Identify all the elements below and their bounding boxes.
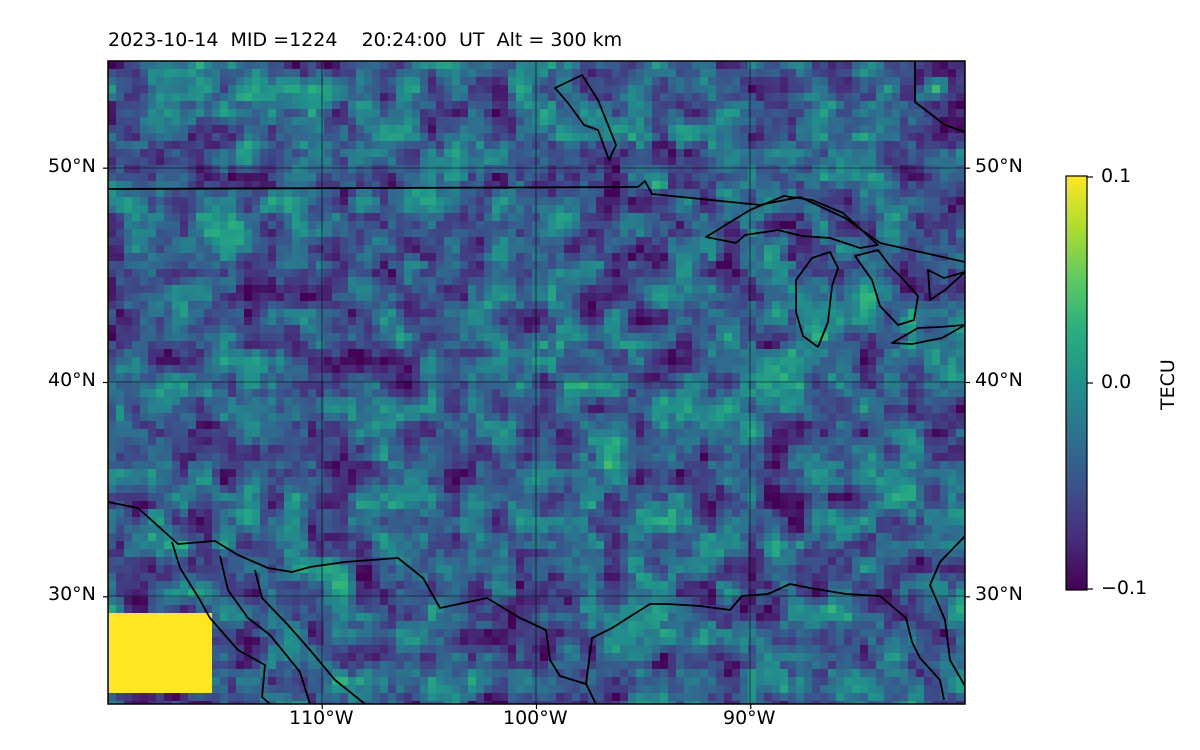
lat-label-40-right: 40°N <box>975 369 1023 391</box>
florida-atlantic <box>929 535 965 687</box>
lake-winnipeg <box>554 74 617 161</box>
lake-michigan <box>795 251 839 348</box>
colorbar-tick-min: −0.1 <box>1101 577 1148 599</box>
colorbar-label: TECU <box>1157 359 1179 410</box>
colorbar-tick-zero: 0.0 <box>1101 371 1132 393</box>
lat-label-40-left: 40°N <box>48 369 96 391</box>
lat-label-50-right: 50°N <box>975 155 1023 177</box>
figure-title: 2023-10-14 MID =1224 20:24:00 UT Alt = 3… <box>108 29 623 51</box>
gulf-of-california <box>219 555 311 704</box>
lat-label-50-left: 50°N <box>48 155 96 177</box>
graticule <box>108 61 965 704</box>
mexico-west-coast <box>254 569 366 704</box>
lake-superior <box>705 195 879 249</box>
hudson-coast <box>914 61 965 133</box>
axis-ticks <box>103 167 970 709</box>
lat-label-30-left: 30°N <box>48 583 96 605</box>
colorbar-ticks <box>1087 176 1093 590</box>
lon-label-110: 110°W <box>289 707 354 729</box>
colorbar <box>1065 175 1088 591</box>
lakes-erie-ontario <box>891 324 965 345</box>
baja-and-sonora-coast <box>171 541 271 704</box>
lon-label-100: 100°W <box>503 707 568 729</box>
lat-label-30-right: 30°N <box>975 583 1023 605</box>
lon-label-90: 90°W <box>723 707 776 729</box>
coastlines-borders <box>108 61 965 704</box>
us-mexico-border <box>108 501 587 685</box>
great-lakes-east <box>927 269 965 301</box>
gulf-coast <box>585 583 945 704</box>
lake-huron <box>854 249 919 326</box>
colorbar-tick-max: 0.1 <box>1101 165 1132 187</box>
tec-field <box>108 61 965 704</box>
